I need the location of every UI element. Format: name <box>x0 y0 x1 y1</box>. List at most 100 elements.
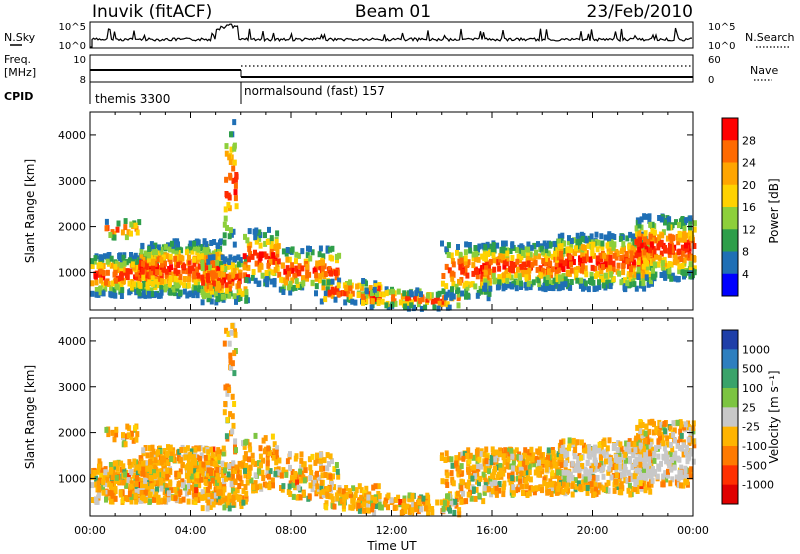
heatmap-cell <box>663 274 668 280</box>
heatmap-cell <box>559 243 564 250</box>
colorbar-tick-label: 4 <box>742 268 749 281</box>
colorbar-tick-label: 8 <box>742 246 749 259</box>
heatmap-cell <box>541 257 546 264</box>
heatmap-cell <box>243 498 248 505</box>
heatmap-cell <box>134 481 139 487</box>
heatmap-cell <box>344 284 349 291</box>
heatmap-cell <box>299 476 304 483</box>
heatmap-cell <box>202 447 207 454</box>
heatmap-cell <box>323 290 328 297</box>
heatmap-cell <box>232 256 237 263</box>
heatmap-cell <box>672 427 677 434</box>
heatmap-cell <box>528 254 533 261</box>
heatmap-cell <box>217 282 222 289</box>
heatmap-cell <box>384 497 389 504</box>
heatmap-cell <box>465 284 470 291</box>
heatmap-cell <box>490 488 495 495</box>
heatmap-cell <box>362 489 367 496</box>
heatmap-cell <box>402 498 407 505</box>
heatmap-cell <box>597 462 602 469</box>
heatmap-cell <box>258 254 263 261</box>
heatmap-cell <box>527 267 532 274</box>
heatmap-cell <box>488 462 493 469</box>
heatmap-cell <box>665 235 670 242</box>
heatmap-cell <box>312 475 317 482</box>
heatmap-cell <box>275 455 280 462</box>
heatmap-cell <box>549 491 554 497</box>
heatmap-cell <box>90 263 95 269</box>
heatmap-cell <box>498 256 503 263</box>
heatmap-cell <box>502 272 506 279</box>
heatmap-cell <box>688 270 693 277</box>
heatmap-cell <box>407 508 412 515</box>
heatmap-cell <box>612 241 617 248</box>
heatmap-cell <box>642 466 646 473</box>
heatmap-cell <box>429 292 434 299</box>
heatmap-cell <box>485 273 490 280</box>
heatmap-cell <box>254 227 259 234</box>
heatmap-cell <box>139 490 144 497</box>
heatmap-cell <box>315 452 319 459</box>
heatmap-cell <box>557 238 562 245</box>
heatmap-cell <box>234 173 239 180</box>
heatmap-cell <box>339 498 344 505</box>
heatmap-cell <box>669 466 674 473</box>
heatmap-cell <box>675 259 680 266</box>
heatmap-cell <box>507 451 512 458</box>
heatmap-cell <box>676 482 681 489</box>
heatmap-cell <box>560 281 565 288</box>
colorbar-swatch <box>722 273 738 297</box>
heatmap-cell <box>597 482 602 489</box>
heatmap-cell <box>112 463 117 470</box>
heatmap-cell <box>299 464 304 471</box>
heatmap-cell <box>123 441 128 448</box>
heatmap-cell <box>114 460 119 467</box>
heatmap-cell <box>659 460 663 467</box>
heatmap-cell <box>643 213 648 220</box>
heatmap-cell <box>638 419 643 425</box>
heatmap-cell <box>319 465 324 472</box>
heatmap-cell <box>121 463 126 470</box>
heatmap-cell <box>565 451 570 458</box>
heatmap-cell <box>398 499 403 505</box>
heatmap-cell <box>580 235 585 242</box>
heatmap-cell <box>105 258 110 265</box>
heatmap-cell <box>450 462 455 469</box>
heatmap-cell <box>661 229 666 236</box>
heatmap-cell <box>676 276 681 282</box>
heatmap-cell <box>467 242 472 248</box>
heatmap-cell <box>643 241 647 248</box>
heatmap-cell <box>228 159 233 165</box>
heatmap-cell <box>544 255 548 262</box>
heatmap-cell <box>119 283 124 290</box>
heatmap-cell <box>335 257 339 264</box>
heatmap-cell <box>217 256 222 263</box>
heatmap-cell <box>273 243 278 250</box>
heatmap-cell <box>212 460 217 467</box>
heatmap-cell <box>326 279 331 286</box>
heatmap-cell <box>459 463 464 470</box>
heatmap-cell <box>561 480 566 487</box>
freq-panel: 10 8 60 0 Freq. [MHz] Nave <box>4 53 778 86</box>
heatmap-cell <box>652 248 657 255</box>
heatmap-cell <box>471 270 476 277</box>
heatmap-cell <box>457 454 462 461</box>
heatmap-cell <box>667 272 672 279</box>
heatmap-cell <box>455 249 459 256</box>
heatmap-cell <box>109 486 114 493</box>
heatmap-cell <box>226 471 231 478</box>
heatmap-cell <box>294 278 299 285</box>
heatmap-cell <box>487 468 492 475</box>
heatmap-cell <box>196 481 201 488</box>
heatmap-cell <box>619 481 624 488</box>
heatmap-cell <box>212 239 217 245</box>
heatmap-cell <box>645 260 649 267</box>
heatmap-cell <box>494 484 499 491</box>
heatmap-cell <box>227 205 232 212</box>
heatmap-cell <box>253 234 258 241</box>
heatmap-cell <box>630 448 635 455</box>
heatmap-cell <box>451 261 456 268</box>
heatmap-cell <box>159 246 164 253</box>
heatmap-cell <box>471 454 476 461</box>
heatmap-cell <box>340 492 345 499</box>
